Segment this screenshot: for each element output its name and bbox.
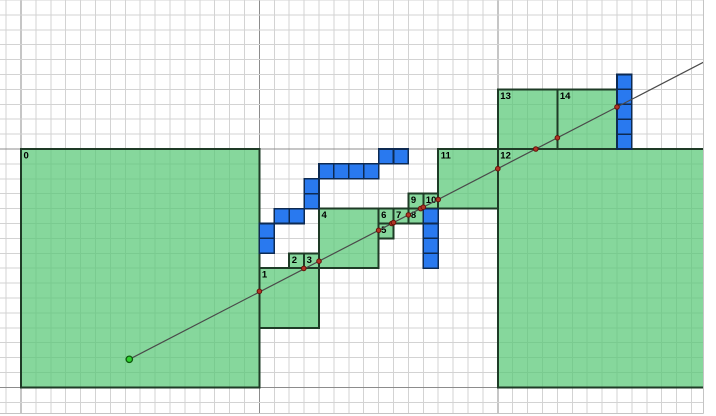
square-label: 10 bbox=[426, 195, 437, 206]
blue-cell bbox=[347, 163, 365, 180]
crossing-point bbox=[256, 288, 263, 295]
square-1: 1 bbox=[258, 267, 320, 329]
square-label: 0 bbox=[24, 151, 29, 162]
blue-cell bbox=[392, 148, 410, 165]
square-label: 1 bbox=[262, 270, 268, 281]
blue-cells bbox=[258, 73, 633, 270]
square-label: 9 bbox=[411, 195, 416, 206]
blue-cell bbox=[303, 178, 320, 195]
crossing-point bbox=[420, 204, 427, 210]
crossing-point bbox=[375, 227, 382, 234]
blue-cell bbox=[422, 252, 439, 270]
blue-cell bbox=[422, 207, 439, 225]
square-label: 12 bbox=[500, 151, 511, 162]
square-label: 7 bbox=[396, 210, 401, 221]
crossing-point bbox=[554, 135, 561, 141]
blue-cell bbox=[616, 118, 633, 135]
blue-cell bbox=[303, 192, 320, 210]
traversal-line bbox=[129, 61, 704, 360]
square-4: 4 bbox=[318, 207, 380, 270]
crossing-point bbox=[405, 212, 412, 218]
square-label: 2 bbox=[292, 255, 297, 266]
start-point[interactable] bbox=[125, 355, 134, 364]
square-rect bbox=[258, 267, 320, 329]
square-label: 13 bbox=[500, 91, 511, 102]
square-0: 0 bbox=[20, 148, 261, 389]
square-14: 14 bbox=[556, 88, 619, 150]
square-label: 5 bbox=[381, 225, 387, 236]
square-rect bbox=[496, 88, 559, 150]
blue-cell bbox=[616, 133, 633, 150]
blue-cell bbox=[616, 88, 633, 106]
square-11: 11 bbox=[437, 148, 499, 210]
blue-cell bbox=[318, 163, 335, 180]
square-rect bbox=[437, 148, 499, 210]
blue-cell bbox=[377, 148, 395, 165]
crossing-points bbox=[256, 104, 620, 295]
blue-cell bbox=[422, 237, 439, 255]
blue-cell bbox=[288, 207, 305, 225]
blue-cell bbox=[362, 163, 380, 180]
square-label: 6 bbox=[381, 210, 386, 221]
square-rect bbox=[20, 148, 261, 389]
crossing-point bbox=[495, 165, 501, 172]
square-rect bbox=[556, 88, 619, 150]
crossing-point bbox=[390, 219, 397, 226]
square-label: 3 bbox=[307, 255, 312, 266]
blue-cell bbox=[258, 222, 276, 240]
crossing-point bbox=[301, 265, 307, 272]
blue-cell bbox=[273, 207, 290, 225]
blue-cell bbox=[616, 73, 633, 91]
square-label: 14 bbox=[560, 91, 571, 102]
square-2: 2 bbox=[288, 252, 306, 270]
square-label: 8 bbox=[411, 210, 416, 221]
blue-cell bbox=[258, 237, 276, 255]
square-12: 12 bbox=[496, 148, 704, 389]
crossing-point bbox=[316, 258, 322, 265]
crossing-point bbox=[533, 146, 539, 152]
blue-cell bbox=[422, 222, 439, 240]
crossing-point bbox=[614, 104, 620, 110]
square-rect bbox=[496, 148, 704, 389]
square-13: 13 bbox=[496, 88, 559, 150]
square-rect bbox=[318, 207, 380, 270]
square-label: 11 bbox=[441, 151, 452, 162]
blue-cell bbox=[333, 163, 350, 180]
crossing-point bbox=[435, 196, 442, 203]
square-label: 4 bbox=[322, 210, 328, 221]
